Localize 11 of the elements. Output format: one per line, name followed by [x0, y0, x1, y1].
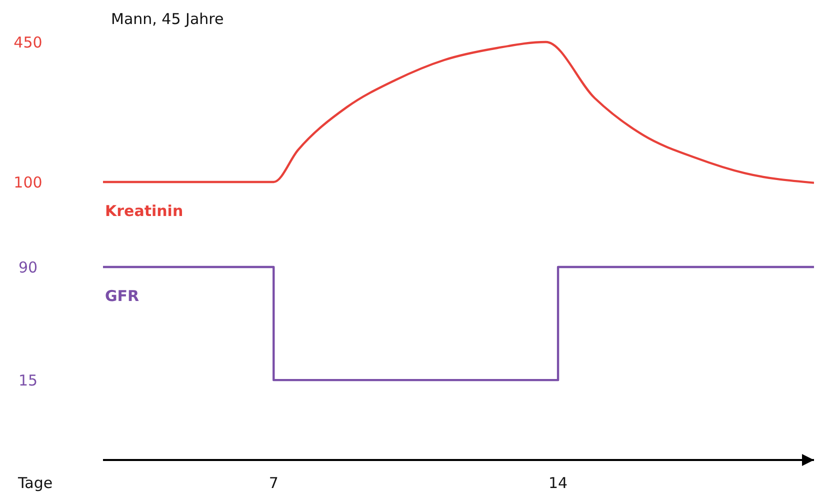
series-label: Kreatinin: [105, 202, 184, 220]
y2-tick-label: 15: [18, 371, 38, 390]
y2-tick-label: 90: [18, 258, 38, 276]
x-axis-title: Tage: [17, 474, 53, 492]
x-tick-label: 7: [268, 474, 278, 492]
chart-title: Mann, 45 Jahre: [111, 10, 224, 28]
x-tick-label: 14: [548, 474, 568, 492]
series-label: GFR: [105, 287, 140, 305]
y-tick-label: 100: [14, 173, 42, 192]
line-series: [102, 40, 814, 184]
y-tick-label: 450: [14, 33, 42, 52]
